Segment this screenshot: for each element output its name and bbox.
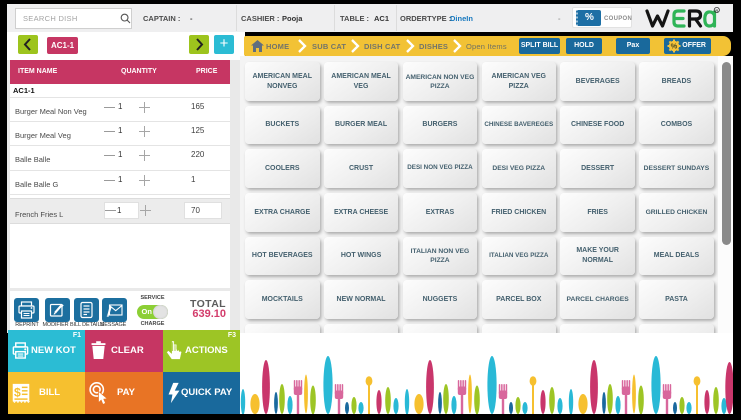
svg-text:$: $ — [14, 385, 21, 399]
svg-text:%: % — [671, 42, 678, 51]
svg-text:R: R — [715, 8, 718, 13]
